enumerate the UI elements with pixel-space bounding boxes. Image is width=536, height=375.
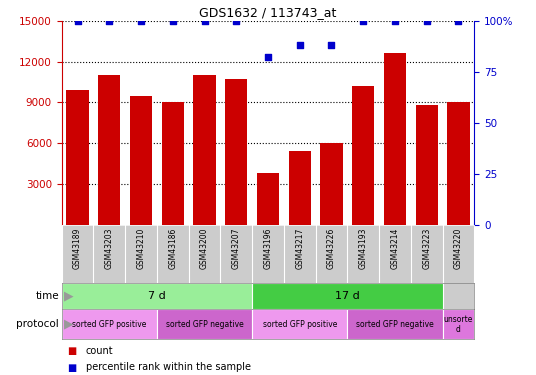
- Bar: [352, 86, 374, 225]
- Text: sorted GFP negative: sorted GFP negative: [356, 320, 434, 329]
- Text: 7 d: 7 d: [148, 291, 166, 301]
- Point: [295, 42, 304, 48]
- Text: count: count: [86, 346, 114, 355]
- Bar: [130, 96, 152, 225]
- Text: 17 d: 17 d: [335, 291, 360, 301]
- Text: GSM43207: GSM43207: [232, 228, 241, 269]
- Point: [454, 18, 463, 24]
- Point: [359, 18, 368, 24]
- Text: GSM43223: GSM43223: [422, 228, 431, 269]
- Point: [137, 18, 145, 24]
- Point: [232, 18, 241, 24]
- Text: GSM43186: GSM43186: [168, 228, 177, 269]
- Bar: [415, 105, 438, 225]
- Text: GSM43189: GSM43189: [73, 228, 82, 269]
- Text: GSM43220: GSM43220: [454, 228, 463, 269]
- Text: ■: ■: [67, 346, 76, 355]
- Bar: [289, 152, 311, 225]
- Text: sorted GFP positive: sorted GFP positive: [72, 320, 146, 329]
- Text: GSM43203: GSM43203: [105, 228, 114, 269]
- Text: ▶: ▶: [64, 318, 74, 331]
- Text: unsorte
d: unsorte d: [444, 315, 473, 334]
- Text: GSM43200: GSM43200: [200, 228, 209, 269]
- Bar: [252, 309, 347, 339]
- Text: GSM43217: GSM43217: [295, 228, 304, 269]
- Point: [168, 18, 177, 24]
- Text: ▶: ▶: [64, 290, 74, 303]
- Bar: [62, 283, 252, 309]
- Text: sorted GFP negative: sorted GFP negative: [166, 320, 243, 329]
- Text: time: time: [35, 291, 59, 301]
- Point: [327, 42, 336, 48]
- Point: [105, 18, 114, 24]
- Bar: [62, 309, 157, 339]
- Bar: [321, 143, 343, 225]
- Title: GDS1632 / 113743_at: GDS1632 / 113743_at: [199, 6, 337, 20]
- Bar: [162, 102, 184, 225]
- Point: [391, 18, 399, 24]
- Text: GSM43196: GSM43196: [264, 228, 272, 269]
- Bar: [257, 173, 279, 225]
- Text: GSM43214: GSM43214: [391, 228, 399, 269]
- Point: [422, 18, 431, 24]
- Text: sorted GFP positive: sorted GFP positive: [263, 320, 337, 329]
- Bar: [157, 309, 252, 339]
- Text: percentile rank within the sample: percentile rank within the sample: [86, 363, 251, 372]
- Text: protocol: protocol: [16, 320, 59, 329]
- Bar: [252, 283, 443, 309]
- Bar: [443, 309, 474, 339]
- Bar: [448, 102, 470, 225]
- Text: GSM43226: GSM43226: [327, 228, 336, 269]
- Point: [200, 18, 209, 24]
- Bar: [66, 90, 88, 225]
- Bar: [98, 75, 121, 225]
- Bar: [193, 75, 215, 225]
- Bar: [225, 79, 248, 225]
- Text: ■: ■: [67, 363, 76, 372]
- Point: [264, 54, 272, 60]
- Text: GSM43210: GSM43210: [137, 228, 145, 269]
- Bar: [347, 309, 443, 339]
- Point: [73, 18, 82, 24]
- Text: GSM43193: GSM43193: [359, 228, 368, 269]
- Bar: [384, 53, 406, 225]
